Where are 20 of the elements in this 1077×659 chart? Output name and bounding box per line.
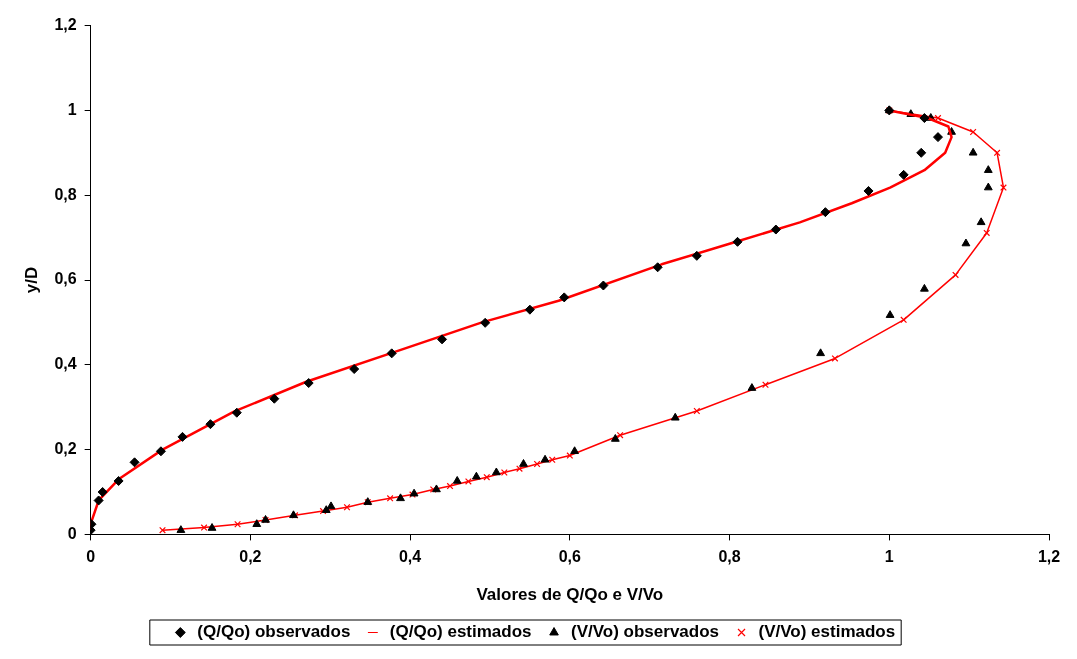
legend-label: (Q/Qo) observados	[197, 622, 351, 642]
x-tick-label: 1,2	[1037, 548, 1061, 566]
y-tick-label: 0,8	[54, 185, 77, 203]
y-tick-label: 0,6	[54, 270, 77, 288]
y-axis-title: y/D	[21, 266, 41, 294]
x-tick-label: 0,6	[558, 548, 582, 566]
x-tick-label: 0,4	[398, 548, 422, 566]
legend-label: (Q/Qo) estimados	[389, 622, 532, 642]
y-tick-label: 0,2	[54, 440, 77, 458]
x-axis-title: Valores de Q/Qo e V/Vo	[476, 585, 664, 605]
y-tick-label: 1,2	[54, 16, 77, 34]
legend-label: (V/Vo) observados	[571, 622, 720, 642]
x-tick-label: 0	[86, 548, 96, 566]
legend-label: (V/Vo) estimados	[758, 622, 896, 642]
y-tick-label: 0,4	[54, 355, 77, 373]
y-tick-label: 1	[67, 100, 77, 118]
x-tick-label: 0,2	[239, 548, 262, 566]
y-tick-label: 0	[67, 524, 77, 542]
x-tick-label: 1	[884, 548, 894, 566]
x-tick-label: 0,8	[718, 548, 741, 566]
